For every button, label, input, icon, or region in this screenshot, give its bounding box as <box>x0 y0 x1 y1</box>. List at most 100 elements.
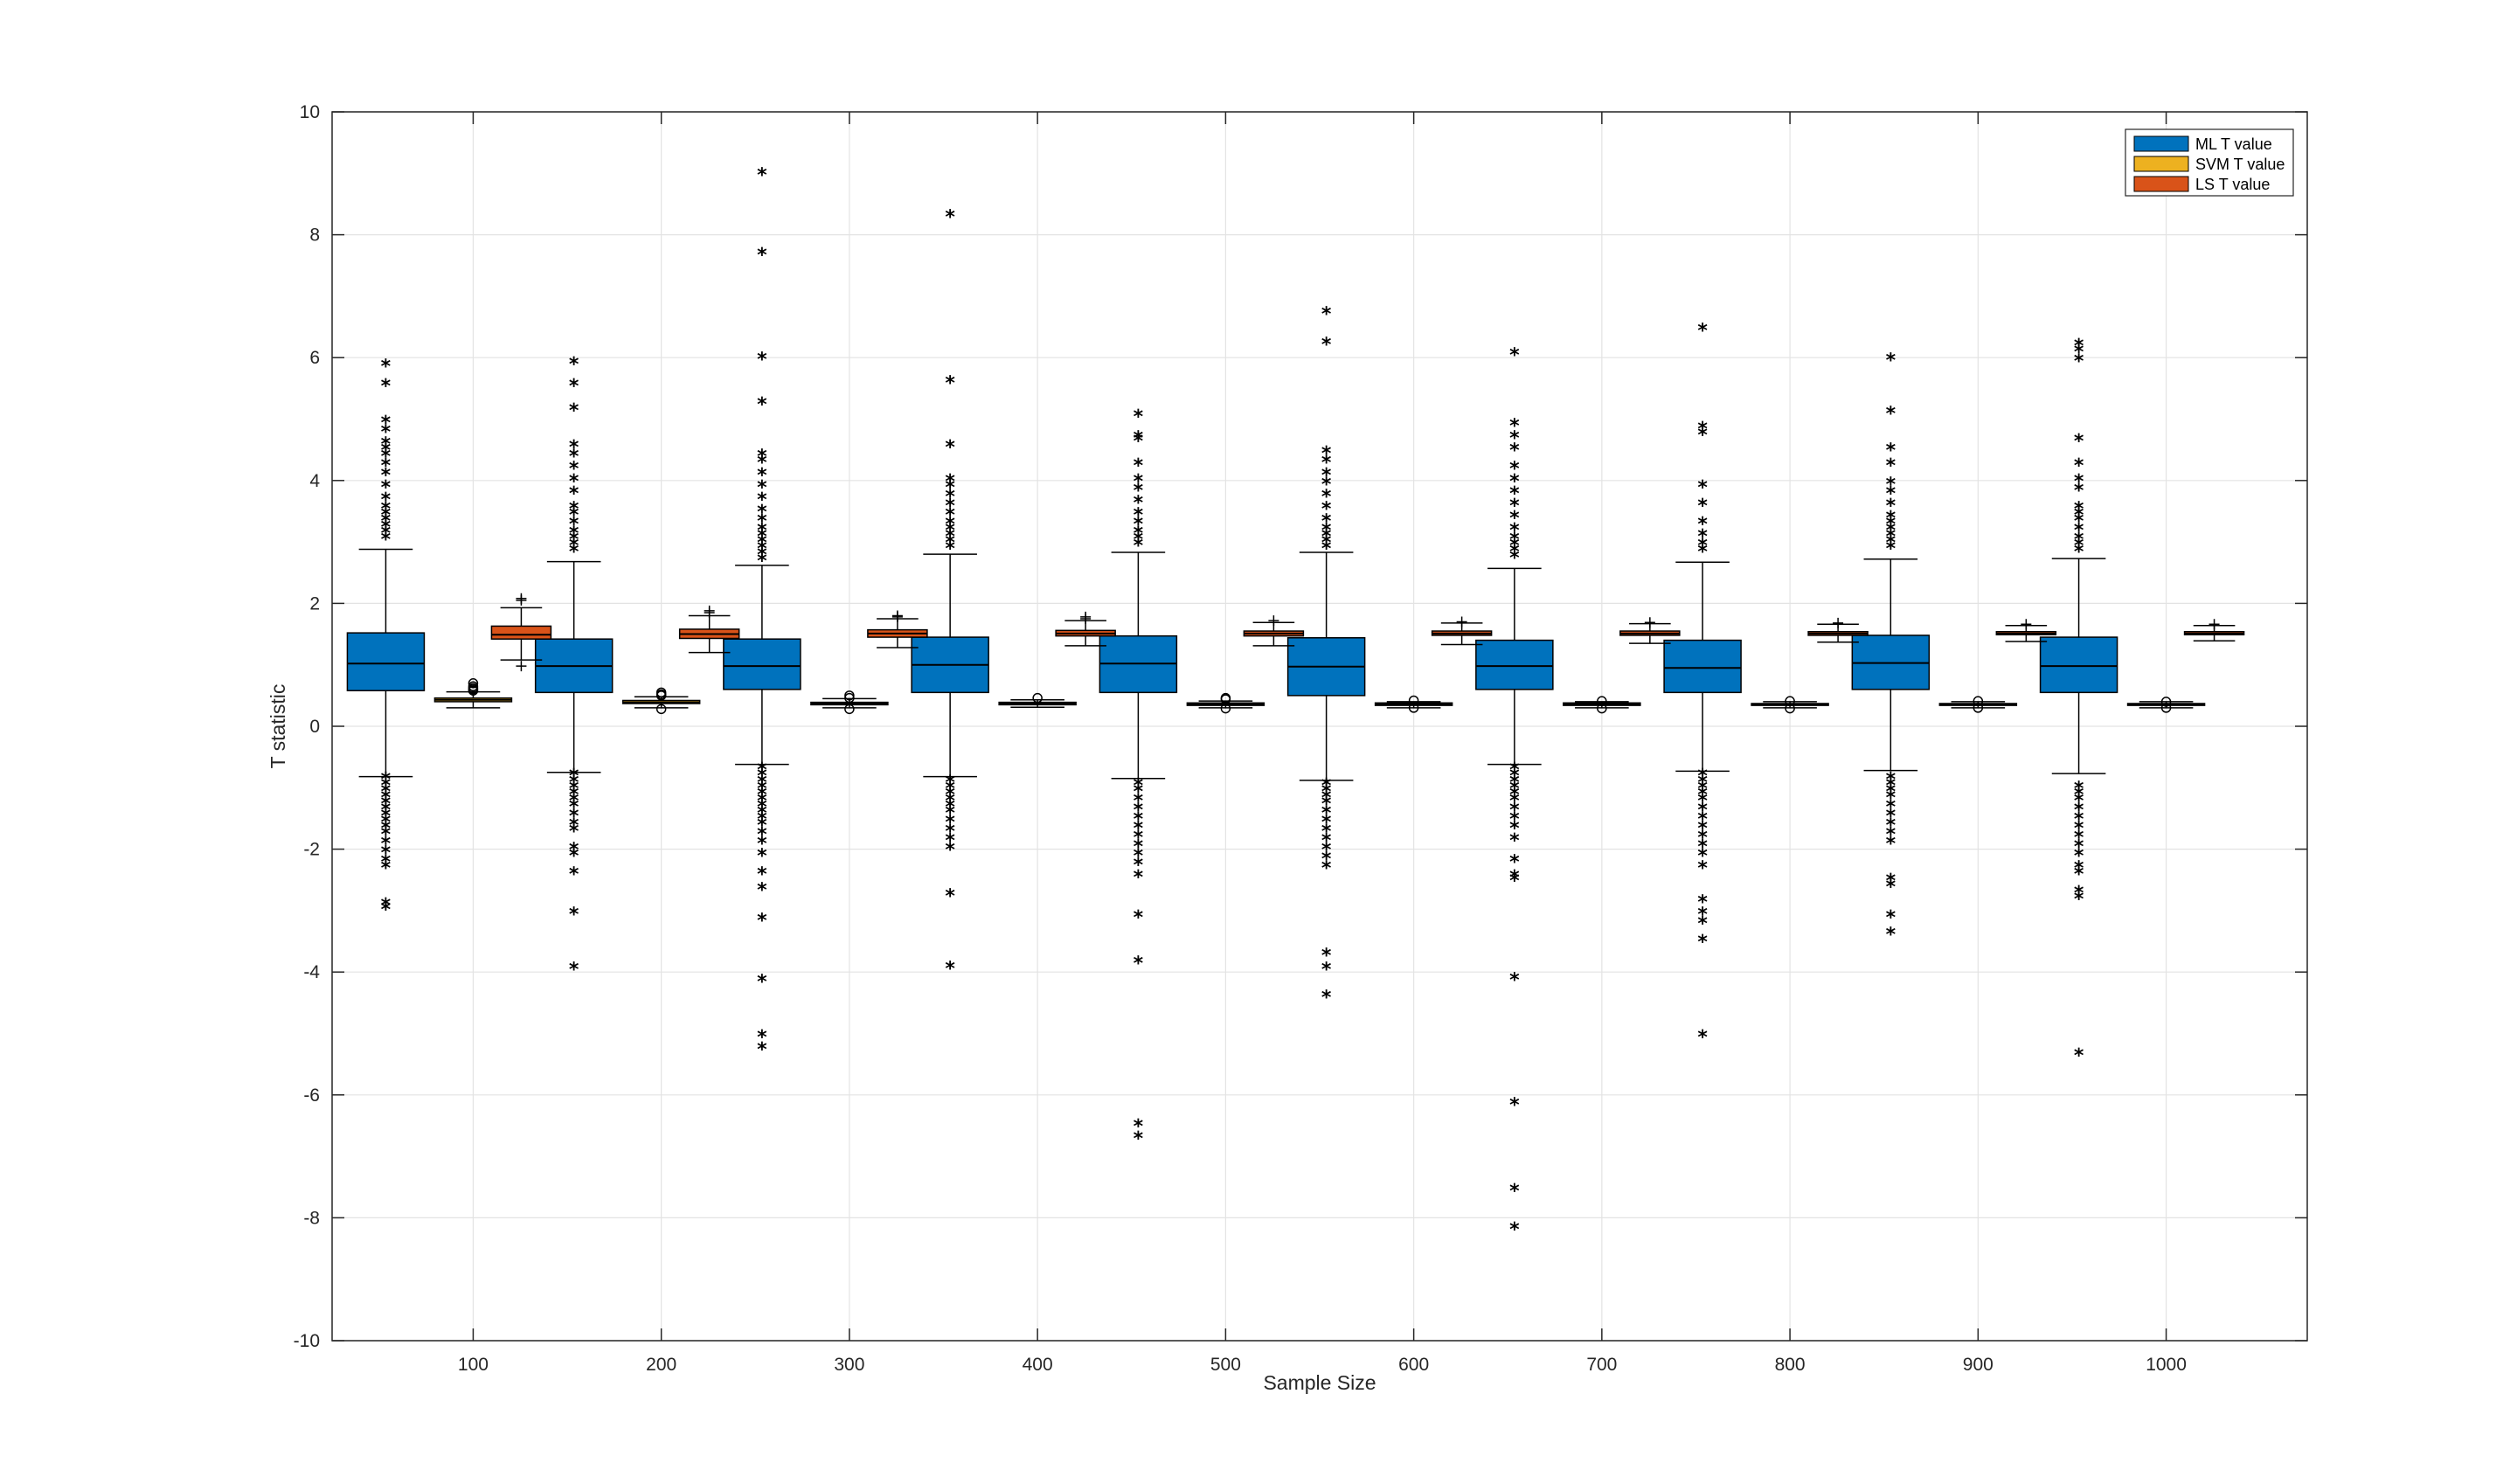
outlier-marker: * <box>569 354 579 376</box>
box-group <box>1807 617 1869 643</box>
outlier-marker: * <box>1697 425 1708 447</box>
outlier-marker: * <box>381 376 392 398</box>
outlier-marker: * <box>1134 846 1144 868</box>
outlier-marker: * <box>1321 443 1332 465</box>
legend-label-ml: ML T value <box>2195 135 2272 153</box>
outlier-marker: * <box>2074 836 2084 858</box>
outlier-marker: * <box>1509 548 1520 570</box>
outlier-marker: * <box>1134 808 1144 830</box>
outlier-marker: * <box>1886 350 1896 371</box>
x-tick-label: 500 <box>1210 1355 1241 1375</box>
x-tick-label: 1000 <box>2146 1355 2187 1375</box>
outlier-marker: * <box>1509 778 1520 800</box>
outlier-marker: * <box>2074 520 2084 542</box>
outlier-marker: * <box>1886 781 1896 803</box>
outlier-marker: * <box>1509 1181 1520 1203</box>
outlier-marker: * <box>2074 818 2084 840</box>
outlier-marker <box>2208 619 2220 630</box>
outlier-marker: * <box>569 437 579 459</box>
outlier-marker: * <box>945 822 955 843</box>
outlier-marker: * <box>2074 431 2084 453</box>
outlier-marker: * <box>945 958 955 980</box>
outlier-marker: * <box>2074 510 2084 532</box>
outlier-marker: * <box>757 489 767 511</box>
outlier-marker: * <box>1509 520 1520 542</box>
box-group: ************************* <box>911 207 989 980</box>
outlier-marker: * <box>757 544 767 566</box>
outlier-marker: * <box>945 790 955 812</box>
outlier-marker <box>655 687 667 698</box>
outlier-marker: * <box>1509 530 1520 551</box>
outlier-marker: * <box>1886 514 1896 536</box>
outlier-marker: * <box>1321 946 1332 967</box>
outlier-marker: * <box>569 778 579 800</box>
outlier-marker: * <box>381 434 392 456</box>
outlier-marker: * <box>757 802 767 824</box>
outlier-marker: * <box>1134 836 1144 858</box>
box-group <box>1186 692 1265 714</box>
outlier-marker: * <box>1886 403 1896 425</box>
outlier-marker: * <box>1134 492 1144 514</box>
outlier-marker: * <box>945 514 955 536</box>
outlier-marker: * <box>2074 498 2084 520</box>
box-group: ********************************* <box>346 356 426 921</box>
outlier-marker: * <box>1509 970 1520 992</box>
outlier-marker: * <box>757 538 767 560</box>
outlier-marker: * <box>381 858 392 880</box>
y-tick-label: -10 <box>294 1331 320 1351</box>
outlier-marker <box>1833 617 1844 628</box>
outlier-marker: * <box>1886 796 1896 818</box>
outlier-marker: * <box>945 520 955 542</box>
outlier-marker: * <box>569 772 579 794</box>
outlier-marker <box>2021 619 2032 630</box>
outlier-marker: * <box>1509 416 1520 438</box>
outlier-marker: * <box>381 413 392 434</box>
outlier-marker: * <box>1134 536 1144 558</box>
outlier-marker: * <box>1697 772 1708 794</box>
outlier-marker: * <box>1321 304 1332 326</box>
outlier-marker: * <box>757 350 767 371</box>
box-group <box>1995 619 2057 642</box>
outlier-marker: * <box>569 542 579 564</box>
y-tick-label: 2 <box>309 593 320 614</box>
outlier-marker: * <box>945 477 955 499</box>
outlier-marker: * <box>2074 784 2084 806</box>
outlier-marker: * <box>1509 542 1520 564</box>
outlier-marker: * <box>945 784 955 806</box>
outlier-marker: * <box>569 524 579 545</box>
outlier-marker: * <box>1509 428 1520 450</box>
x-tick-label: 300 <box>834 1355 864 1375</box>
outlier-marker: * <box>1134 428 1144 450</box>
outlier-marker: * <box>569 400 579 422</box>
outlier-marker: * <box>2074 1045 2084 1067</box>
outlier-marker: * <box>1134 530 1144 551</box>
outlier-marker: * <box>1134 524 1144 545</box>
box-group <box>490 593 552 672</box>
outlier-marker: * <box>945 486 955 508</box>
outlier-marker: * <box>2074 778 2084 800</box>
outlier-marker: * <box>2074 471 2084 493</box>
outlier-marker: * <box>757 394 767 416</box>
outlier-marker: * <box>1134 818 1144 840</box>
outlier-marker <box>1268 615 1279 627</box>
outlier-marker: * <box>1321 794 1332 815</box>
outlier-marker: * <box>381 812 392 834</box>
y-tick-label: -2 <box>303 840 320 860</box>
outlier-marker: * <box>757 864 767 886</box>
outlier-marker: * <box>2074 858 2084 880</box>
outlier-marker: * <box>1321 987 1332 1009</box>
outlier-marker: * <box>381 775 392 797</box>
outlier-marker: * <box>945 504 955 526</box>
outlier-marker: * <box>2074 790 2084 812</box>
box-group: *************************** <box>1099 406 1178 1150</box>
outlier-marker: * <box>381 422 392 444</box>
outlier-marker <box>1973 703 1984 713</box>
outlier-marker: * <box>1886 815 1896 836</box>
y-axis-title: T statistic <box>267 684 289 769</box>
outlier-marker: * <box>381 806 392 828</box>
outlier-marker: * <box>569 960 579 981</box>
outlier-marker: * <box>2074 351 2084 373</box>
outlier-marker: * <box>381 489 392 511</box>
outlier-marker <box>1644 617 1655 628</box>
outlier-marker <box>1785 696 1795 706</box>
